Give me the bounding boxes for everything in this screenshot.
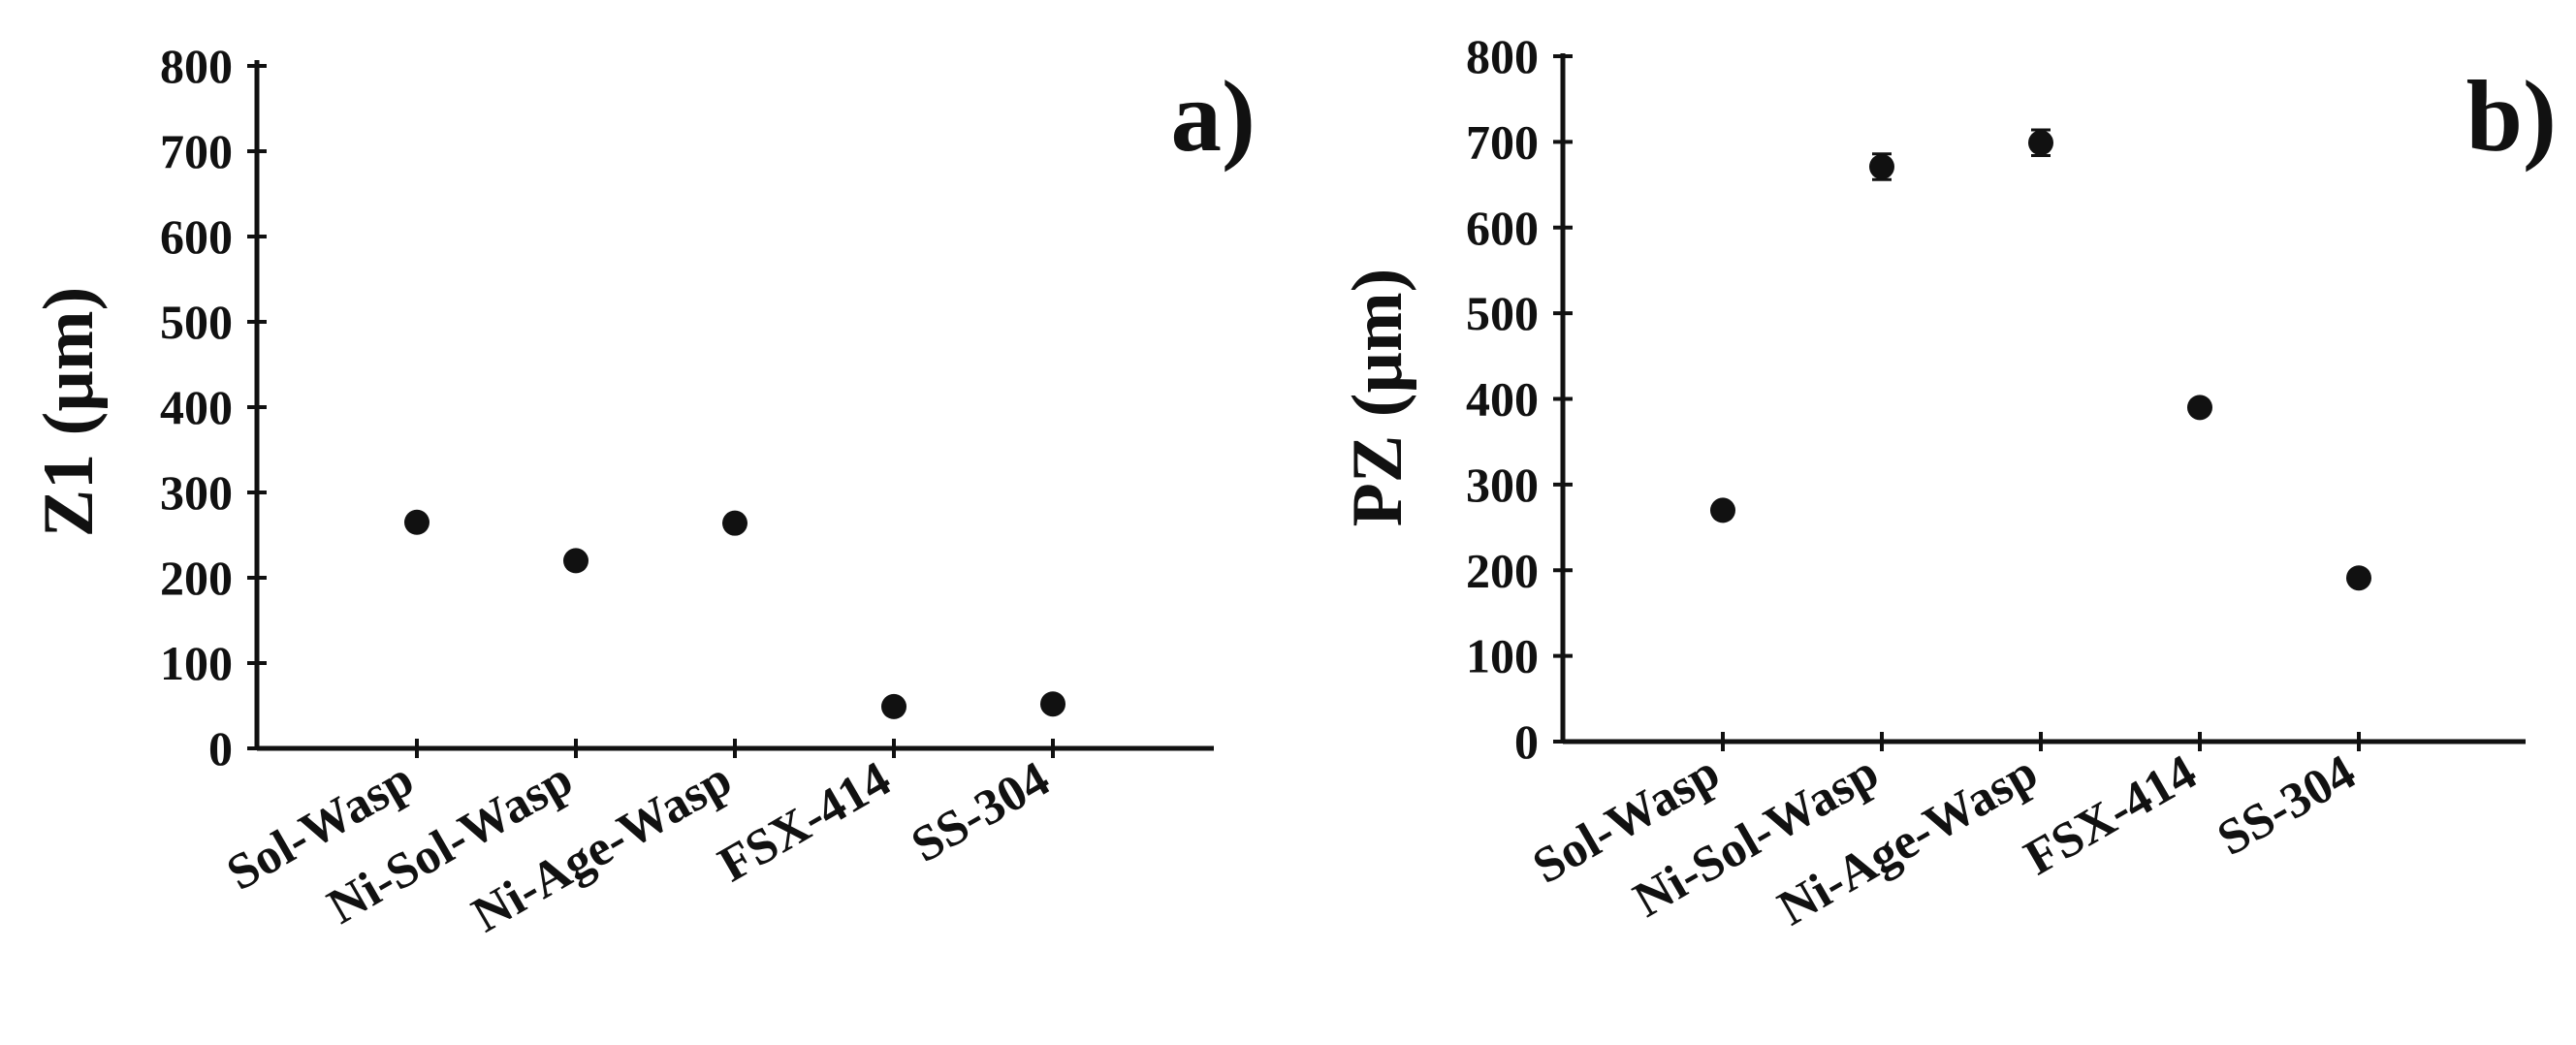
y-tick-label: 0 [208, 721, 233, 776]
y-axis-label-b: PZ (µm) [1338, 269, 1417, 527]
data-point [2187, 395, 2212, 421]
y-tick-label: 100 [1466, 629, 1539, 683]
y-ticks-a: 0 100 200 300 400 500 600 700 800 [160, 39, 267, 776]
y-tick-label: 400 [160, 380, 233, 434]
y-tick-label: 800 [160, 39, 233, 93]
y-ticks-b: 0 100 200 300 400 500 600 700 800 [1466, 29, 1573, 769]
y-tick-label: 500 [160, 295, 233, 349]
y-tick-label: 200 [1466, 543, 1539, 597]
y-tick-label: 600 [160, 209, 233, 264]
y-tick-label: 200 [160, 551, 233, 605]
y-tick-label: 700 [160, 124, 233, 178]
data-point [1040, 691, 1065, 717]
data-points-b [1710, 128, 2371, 591]
y-tick-label: 300 [160, 465, 233, 520]
data-point [1710, 497, 1735, 523]
y-tick-label: 600 [1466, 201, 1539, 255]
panel-label-a: a) [1171, 59, 1256, 173]
y-tick-label: 700 [1466, 114, 1539, 169]
data-point [404, 509, 429, 535]
y-tick-label: 0 [1514, 714, 1539, 769]
data-point [2028, 130, 2053, 156]
y-tick-label: 100 [160, 636, 233, 690]
data-point [2346, 565, 2371, 591]
data-point [1869, 154, 1894, 180]
y-tick-label: 300 [1466, 458, 1539, 512]
data-point [722, 510, 747, 536]
panel-label-b: b) [2466, 59, 2557, 173]
data-point [881, 693, 906, 719]
y-axis-label-a: Z1 (µm) [29, 287, 109, 537]
data-points-a [404, 509, 1065, 719]
y-tick-label: 400 [1466, 372, 1539, 427]
y-tick-label: 500 [1466, 286, 1539, 340]
y-tick-label: 800 [1466, 29, 1539, 83]
data-point [563, 548, 588, 574]
